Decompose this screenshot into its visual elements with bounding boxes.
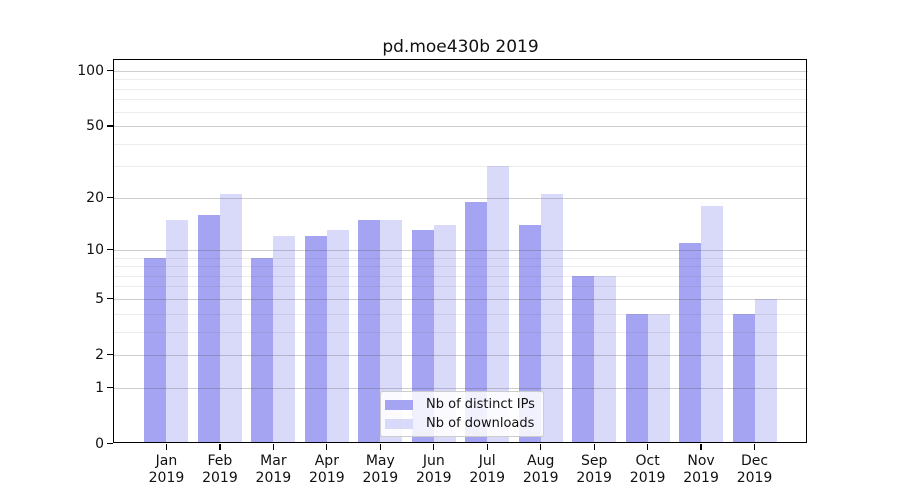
y-tick-mark — [107, 386, 113, 389]
x-tick-mark — [700, 443, 702, 450]
bar-distinct-ips — [572, 275, 595, 444]
bar-downloads — [647, 313, 670, 444]
gridline-minor — [113, 111, 808, 113]
gridline-major — [113, 298, 808, 300]
bar-downloads — [166, 219, 189, 444]
bar-distinct-ips — [518, 224, 541, 444]
bar-downloads — [219, 193, 242, 444]
gridline-major — [113, 354, 808, 356]
x-tick-mark — [165, 443, 168, 450]
y-tick-mark — [107, 197, 113, 199]
chart-title: pd.moe430b 2019 — [382, 37, 539, 57]
x-axis-tick-label: Jun 2019 — [415, 452, 452, 486]
x-axis-tick-label: Sep 2019 — [576, 452, 612, 486]
bar-distinct-ips — [358, 219, 381, 444]
bar-downloads — [326, 230, 349, 444]
x-axis-tick-label: Dec 2019 — [736, 452, 773, 486]
gridline-minor — [113, 79, 808, 81]
legend-item-distinct-ips: Nb of distinct IPs — [385, 397, 539, 412]
legend-label-distinct-ips: Nb of distinct IPs — [426, 397, 535, 412]
gridline-major — [113, 249, 808, 251]
gridline-major — [113, 197, 808, 199]
gridline-minor — [113, 331, 808, 333]
gridline-minor — [113, 99, 808, 101]
bar-distinct-ips — [411, 230, 434, 444]
x-axis-tick-label: Jul 2019 — [469, 452, 506, 486]
x-axis-tick-label: Jan 2019 — [148, 452, 185, 486]
bar-distinct-ips — [144, 257, 167, 444]
bar-downloads — [380, 219, 403, 444]
bar-distinct-ips — [304, 236, 327, 444]
legend: Nb of distinct IPs Nb of downloads — [380, 391, 544, 437]
y-tick-mark — [107, 249, 113, 251]
bar-distinct-ips — [465, 201, 488, 444]
x-tick-mark — [219, 443, 221, 450]
y-tick-mark — [107, 442, 113, 445]
x-tick-mark — [647, 443, 649, 450]
y-tick-mark — [107, 125, 113, 127]
y-tick-mark — [107, 70, 113, 72]
x-tick-mark — [326, 443, 328, 450]
gridline-minor — [113, 143, 808, 145]
gridline-minor — [113, 266, 808, 268]
bar-downloads — [273, 236, 296, 444]
x-axis-tick-label: Mar 2019 — [255, 452, 292, 486]
bar-downloads — [594, 275, 617, 444]
y-tick-mark — [107, 298, 113, 300]
gridline-minor — [113, 313, 808, 315]
y-axis-tick-label: 100 — [77, 62, 104, 79]
gridline-minor — [113, 166, 808, 168]
bar-distinct-ips — [625, 313, 648, 444]
gridline-minor — [113, 275, 808, 277]
legend-swatch-distinct-ips — [385, 399, 413, 410]
y-tick-mark — [107, 354, 113, 356]
x-tick-mark — [540, 443, 542, 450]
gridline-major — [113, 126, 808, 128]
bar-downloads — [754, 298, 777, 444]
bar-downloads — [433, 224, 456, 444]
x-tick-mark — [753, 443, 756, 450]
x-tick-mark — [379, 443, 381, 450]
bar-distinct-ips — [251, 257, 274, 444]
gridline-minor — [113, 88, 808, 90]
gridline-major — [113, 70, 808, 72]
y-axis-tick-label: 5 — [95, 290, 104, 307]
y-axis-tick-label: 10 — [86, 241, 104, 258]
legend-swatch-downloads — [385, 418, 413, 429]
y-axis-tick-label: 20 — [86, 189, 104, 206]
bar-downloads — [701, 205, 724, 444]
x-axis-tick-label: Aug 2019 — [522, 452, 559, 486]
y-axis-tick-label: 1 — [95, 379, 104, 396]
x-axis-tick-label: Apr 2019 — [309, 452, 345, 486]
x-axis-tick-label: Feb 2019 — [202, 452, 238, 486]
y-axis-tick-label: 0 — [95, 435, 104, 452]
x-axis-tick-label: May 2019 — [362, 452, 399, 486]
gridline-minor — [113, 286, 808, 288]
y-axis-tick-label: 2 — [95, 346, 104, 363]
x-tick-mark — [433, 443, 435, 450]
x-tick-mark — [272, 443, 274, 450]
x-tick-mark — [593, 443, 595, 450]
bar-distinct-ips — [732, 313, 755, 444]
x-axis-tick-label: Nov 2019 — [683, 452, 719, 486]
x-tick-mark — [486, 443, 488, 450]
bar-downloads — [487, 166, 510, 444]
gridline-minor — [113, 257, 808, 259]
bar-downloads — [540, 193, 563, 444]
legend-label-downloads: Nb of downloads — [426, 416, 535, 431]
y-axis-tick-label: 50 — [86, 118, 104, 135]
bar-distinct-ips — [679, 242, 702, 444]
legend-item-downloads: Nb of downloads — [385, 416, 539, 431]
gridline-major — [113, 387, 808, 389]
bar-distinct-ips — [197, 214, 220, 444]
x-axis-tick-label: Oct 2019 — [629, 452, 666, 486]
